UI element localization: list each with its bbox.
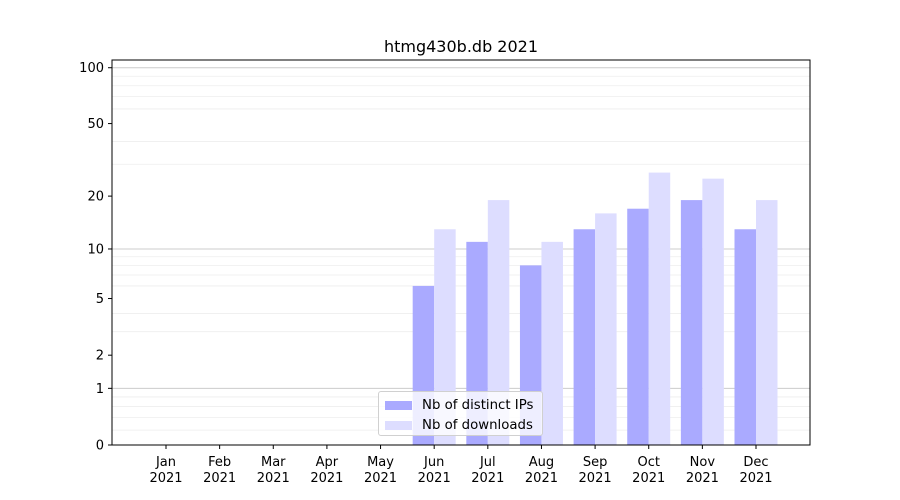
bar-downloads xyxy=(756,200,778,445)
bar-downloads xyxy=(702,178,724,445)
x-tick-label: May xyxy=(367,455,394,470)
y-tick-label: 100 xyxy=(79,61,104,76)
x-tick-label: 2021 xyxy=(149,471,182,486)
bar-downloads xyxy=(595,213,617,445)
bar-distinct-ips xyxy=(573,229,596,445)
x-tick-label: Nov xyxy=(690,455,716,470)
bar-downloads xyxy=(541,241,563,445)
x-tick-label: 2021 xyxy=(257,471,290,486)
bar-distinct-ips xyxy=(734,229,756,445)
chart-title: htmg430b.db 2021 xyxy=(384,37,538,56)
x-axis: Jan2021Feb2021Mar2021Apr2021May2021Jun20… xyxy=(149,445,773,486)
x-tick-label: Jul xyxy=(479,455,496,470)
legend-swatch-downloads xyxy=(385,420,412,430)
bar-distinct-ips xyxy=(627,208,649,445)
x-tick-label: Feb xyxy=(208,455,231,470)
legend-swatch-distinct-ips xyxy=(385,400,412,410)
legend-item-distinct-ips: Nb of distinct IPs xyxy=(385,397,533,413)
legend-item-downloads: Nb of downloads xyxy=(385,417,533,433)
y-tick-label: 20 xyxy=(87,190,104,205)
y-tick-label: 2 xyxy=(96,349,104,364)
x-tick-label: 2021 xyxy=(632,471,665,486)
x-tick-label: 2021 xyxy=(739,471,772,486)
x-tick-label: 2021 xyxy=(310,471,343,486)
bar-downloads xyxy=(487,200,510,445)
y-tick-label: 50 xyxy=(87,117,104,132)
x-tick-label: Sep xyxy=(583,455,608,470)
y-tick-label: 1 xyxy=(96,382,104,397)
x-tick-label: 2021 xyxy=(203,471,236,486)
x-tick-label: 2021 xyxy=(471,471,504,486)
x-tick-label: Dec xyxy=(743,455,768,470)
x-tick-label: Apr xyxy=(316,455,339,470)
x-tick-label: Mar xyxy=(261,455,286,470)
x-tick-label: Oct xyxy=(637,455,659,470)
legend: Nb of distinct IPs Nb of downloads xyxy=(378,391,543,436)
x-tick-label: 2021 xyxy=(364,471,397,486)
x-tick-label: 2021 xyxy=(525,471,558,486)
x-tick-label: Jan xyxy=(155,455,176,470)
legend-label-downloads: Nb of downloads xyxy=(422,417,533,433)
y-tick-label: 5 xyxy=(96,292,104,307)
x-tick-label: Jun xyxy=(423,455,444,470)
legend-label-distinct-ips: Nb of distinct IPs xyxy=(422,397,534,413)
y-axis: 0 1 2 5 10 20 50 100 xyxy=(79,61,112,454)
x-tick-label: 2021 xyxy=(579,471,612,486)
x-tick-label: 2021 xyxy=(418,471,451,486)
x-tick-label: 2021 xyxy=(686,471,719,486)
bar-distinct-ips xyxy=(680,200,703,445)
plot-area-frame xyxy=(111,59,811,446)
bar-downloads xyxy=(648,172,671,445)
y-tick-label: 0 xyxy=(96,439,104,454)
x-tick-label: Aug xyxy=(529,455,554,470)
y-tick-label: 10 xyxy=(87,242,104,257)
